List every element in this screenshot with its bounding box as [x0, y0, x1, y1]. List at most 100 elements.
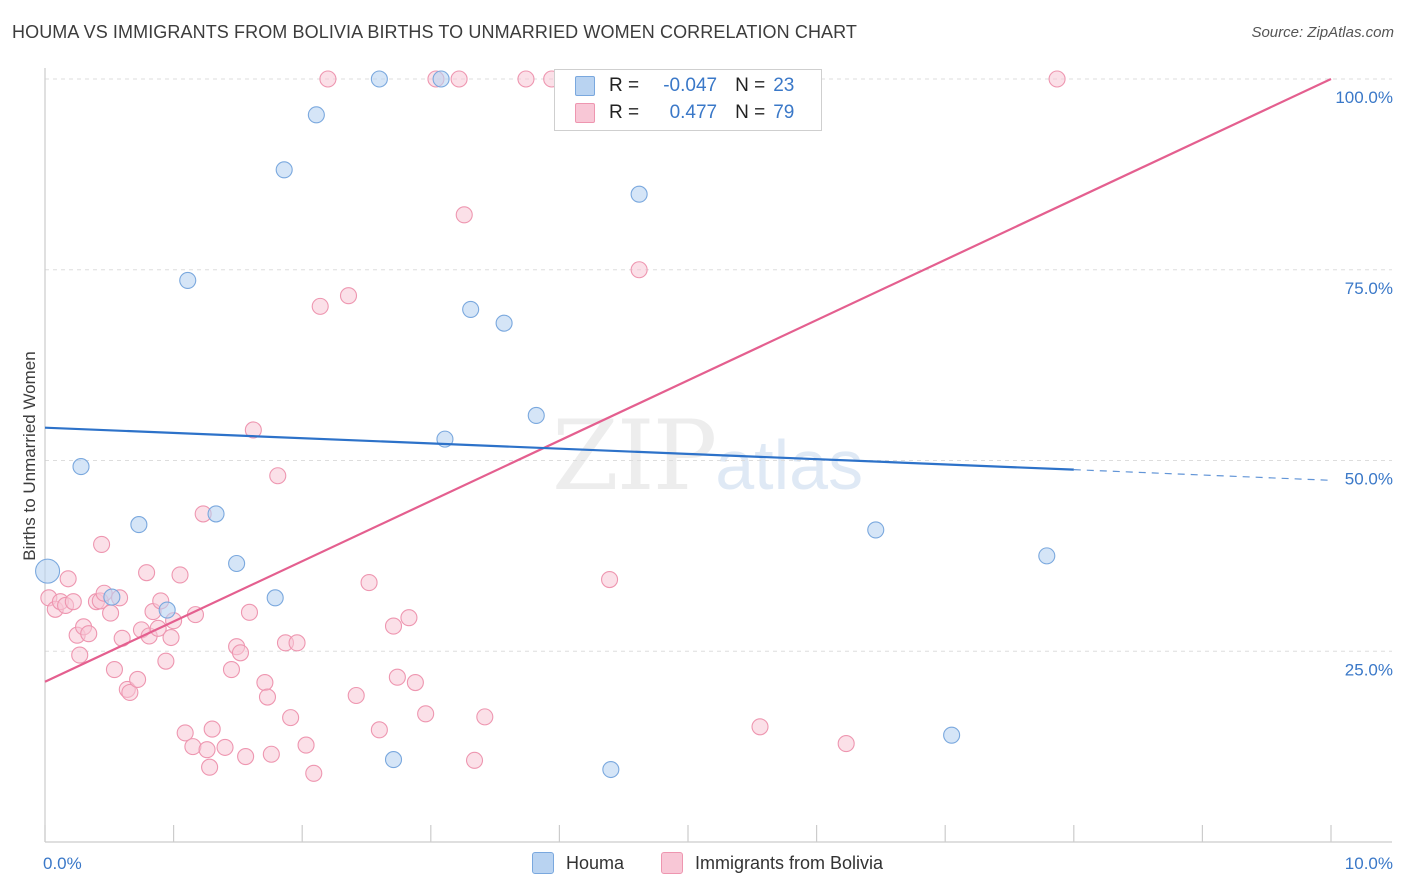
bolivia-point [59, 570, 77, 588]
r-value: 0.477 [669, 102, 718, 123]
bolivia-point [201, 758, 219, 776]
houma-point [158, 601, 176, 619]
legend-label-bolivia: Immigrants from Bolivia [695, 852, 884, 873]
bolivia-point [1048, 70, 1066, 88]
bolivia-point [311, 297, 329, 315]
houma-point [1038, 547, 1056, 565]
y-tick-label: 50.0% [1345, 470, 1393, 489]
houma-point [266, 589, 284, 607]
bolivia-point [400, 609, 418, 627]
houma-point [462, 300, 480, 318]
bolivia-point [450, 70, 468, 88]
houma-point [943, 726, 961, 744]
houma-point [370, 70, 388, 88]
bolivia-point [64, 593, 82, 611]
legend-row-bolivia: R = 0.477 N = 79 [575, 100, 794, 126]
bolivia-point [176, 724, 194, 742]
bolivia-point [305, 764, 323, 782]
r-value: -0.047 [663, 75, 718, 96]
bolivia-point [517, 70, 535, 88]
bolivia-point [417, 705, 435, 723]
bolivia-point [231, 644, 250, 662]
bolivia-trend-line [44, 78, 1332, 683]
houma-points [35, 70, 1056, 779]
r-label: R = [609, 102, 640, 123]
bolivia-point [138, 564, 156, 582]
houma-point [35, 558, 61, 584]
bolivia-point [244, 421, 262, 439]
bolivia-point [751, 718, 769, 736]
y-tick-label: 100.0% [1335, 88, 1393, 107]
x-tick-label: 10.0% [1345, 854, 1393, 873]
houma-point [103, 588, 121, 606]
watermark: ZIPatlas [552, 400, 863, 512]
houma-point [384, 751, 403, 769]
bolivia-legend-swatch [661, 852, 683, 874]
n-value: 23 [773, 75, 795, 96]
x-tick-label: 0.0% [43, 854, 82, 873]
bolivia-point [406, 673, 424, 692]
bolivia-point [237, 747, 255, 766]
bolivia-point [630, 261, 648, 279]
bolivia-point [262, 745, 280, 763]
bolivia-point [105, 661, 123, 679]
bolivia-point [297, 736, 315, 754]
houma-point [72, 458, 90, 476]
bolivia-point [282, 709, 300, 727]
houma-point [602, 760, 620, 779]
trend-lines [44, 78, 1332, 683]
bolivia-point [203, 720, 221, 738]
bolivia-point [121, 683, 139, 702]
n-label: N = [735, 102, 766, 123]
legend-item-houma[interactable]: Houma [532, 852, 624, 874]
bolivia-point [319, 70, 337, 88]
houma-point [432, 70, 450, 88]
houma-trend-extension [1073, 469, 1332, 481]
bolivia-point [71, 646, 89, 664]
bolivia-point [198, 741, 216, 759]
bolivia-point [288, 634, 306, 652]
y-tick-label: 75.0% [1345, 279, 1393, 298]
bolivia-point [162, 628, 180, 647]
houma-point [179, 271, 197, 289]
houma-legend-swatch [532, 852, 554, 874]
bolivia-point [157, 652, 175, 670]
bolivia-point [465, 751, 484, 769]
source-credit: Source: ZipAtlas.com [1251, 24, 1394, 41]
legend-item-bolivia[interactable]: Immigrants from Bolivia [661, 852, 883, 874]
bolivia-swatch [575, 103, 595, 123]
legend-label-houma: Houma [566, 852, 625, 873]
houma-point [495, 314, 513, 332]
houma-point [307, 106, 325, 124]
bolivia-point [171, 566, 189, 584]
houma-point [867, 521, 885, 539]
bolivia-points [40, 70, 1066, 782]
series-legend: Houma Immigrants from Bolivia [0, 852, 1406, 878]
bolivia-point [80, 625, 98, 643]
bolivia-point [370, 721, 388, 739]
y-tick-label: 25.0% [1345, 660, 1393, 679]
watermark-zip: ZIP [552, 400, 717, 512]
bolivia-point [339, 287, 358, 305]
bolivia-point [256, 673, 274, 692]
n-label: N = [735, 75, 766, 96]
r-label: R = [609, 75, 640, 96]
n-value: 79 [773, 102, 795, 123]
houma-point [527, 406, 545, 425]
houma-point [630, 185, 648, 203]
bolivia-point [347, 686, 365, 705]
bolivia-point [388, 668, 406, 686]
houma-point [130, 516, 148, 534]
bolivia-point [102, 604, 120, 622]
legend-row-houma: R = -0.047 N = 23 [575, 73, 794, 99]
bolivia-point [240, 603, 259, 621]
bolivia-point [184, 738, 202, 756]
houma-trend-line [44, 426, 1074, 471]
houma-swatch [575, 76, 595, 96]
stats-legend: R = -0.047 N = 23 R = 0.477 N = 79 [554, 69, 822, 131]
watermark-atlas: atlas [715, 426, 864, 504]
bolivia-point [216, 738, 234, 756]
bolivia-point [476, 708, 494, 726]
bolivia-point [384, 617, 403, 635]
